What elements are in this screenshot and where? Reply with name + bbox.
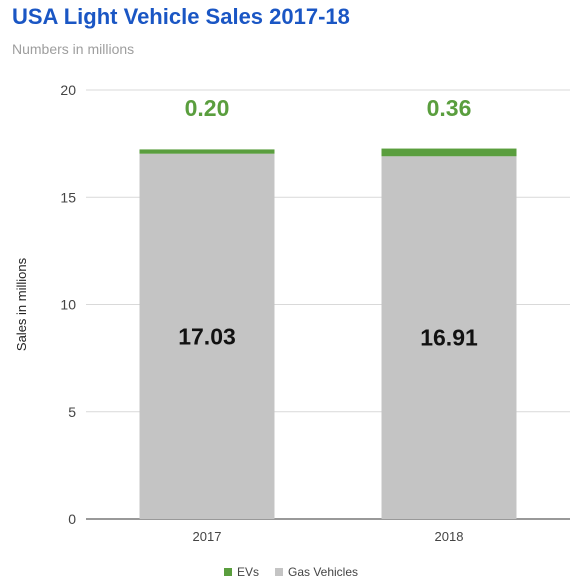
y-tick-label: 5 [68,404,76,420]
x-tick-label: 2017 [193,529,222,544]
legend-label-gas-vehicles: Gas Vehicles [287,565,359,579]
y-tick-label: 10 [60,297,76,313]
y-tick-label: 0 [68,511,76,527]
bar-gas-vehicles [381,156,517,519]
data-label-evs: 0.20 [185,95,230,121]
data-label-gas-vehicles: 17.03 [178,323,236,349]
bar-evs [139,149,275,154]
legend-item-gas-vehicles[interactable]: Gas Vehicles [274,565,359,579]
data-label-gas-vehicles: 16.91 [420,325,478,351]
y-axis-label: Sales in millions [14,257,29,351]
chart-title: USA Light Vehicle Sales 2017-18 [12,4,350,29]
legend-item-evs[interactable]: EVs [223,565,259,579]
chart-subtitle: Numbers in millions [12,41,135,57]
y-tick-label: 15 [60,189,76,205]
legend-swatch-evs [223,568,232,576]
y-tick-label: 20 [60,82,76,98]
legend-swatch-gas-vehicles [274,568,283,576]
data-label-evs: 0.36 [427,95,472,121]
chart-legend: EVs Gas Vehicles [0,565,582,579]
legend-label-evs: EVs [236,565,259,579]
x-tick-label: 2018 [435,529,464,544]
bar-evs [381,148,517,157]
bar-gas-vehicles [139,153,275,520]
